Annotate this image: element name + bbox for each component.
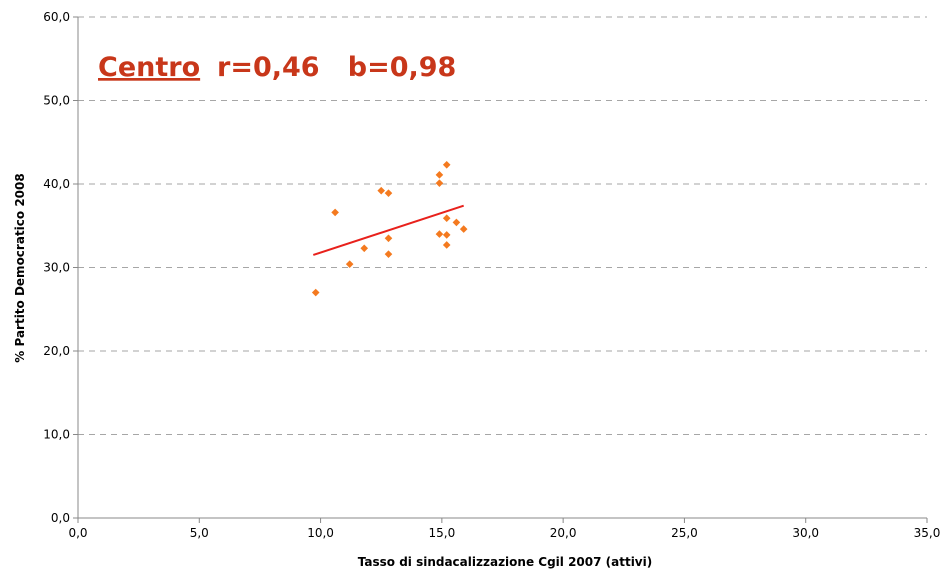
y-tick-label: 40,0 [43, 177, 70, 191]
x-axis-title: Tasso di sindacalizzazione Cgil 2007 (at… [358, 555, 652, 569]
y-tick-label: 30,0 [43, 261, 70, 275]
y-tick-label: 10,0 [43, 428, 70, 442]
trendline-layer [312, 204, 464, 256]
y-tick-label: 0,0 [51, 511, 70, 525]
data-point [331, 208, 339, 217]
x-tick-label: 5,0 [190, 526, 209, 540]
x-tick-label: 15,0 [428, 526, 455, 540]
x-tick-label: 0,0 [68, 526, 87, 540]
annotation-region-label: Centro [98, 52, 200, 83]
x-tick-label: 25,0 [671, 526, 698, 540]
axis-ticks: 0,0 10,0 20,0 30,0 40,0 50,0 60,0 0,0 5,0 10,0 15,… [43, 10, 940, 540]
x-tick-label: 35,0 [914, 526, 941, 540]
y-tick-label: 60,0 [43, 10, 70, 24]
data-point [377, 186, 386, 195]
x-tick-label: 30,0 [792, 526, 819, 540]
x-tick-label: 10,0 [307, 526, 334, 540]
data-point [459, 225, 468, 233]
data-point [345, 260, 354, 268]
annotation-stats: r=0,46 b=0,98 [217, 52, 456, 83]
trendline [312, 204, 464, 256]
data-points [311, 160, 468, 297]
y-tick-label: 20,0 [43, 344, 70, 358]
data-point [384, 250, 393, 258]
data-point [452, 218, 461, 227]
y-axis-title: % Partito Democratico 2008 [13, 173, 27, 362]
data-point [442, 241, 451, 249]
data-point [435, 230, 444, 238]
data-point [435, 179, 444, 187]
y-tick-label: 50,0 [43, 94, 70, 108]
data-point [442, 231, 451, 239]
grid-lines [78, 16, 927, 435]
data-point [311, 288, 320, 297]
data-point [360, 244, 369, 253]
data-point [384, 189, 393, 197]
axes [77, 17, 927, 519]
data-point [435, 171, 444, 179]
x-tick-label: 20,0 [550, 526, 577, 540]
data-point [384, 234, 393, 243]
data-point [442, 160, 451, 169]
data-point [442, 214, 451, 223]
